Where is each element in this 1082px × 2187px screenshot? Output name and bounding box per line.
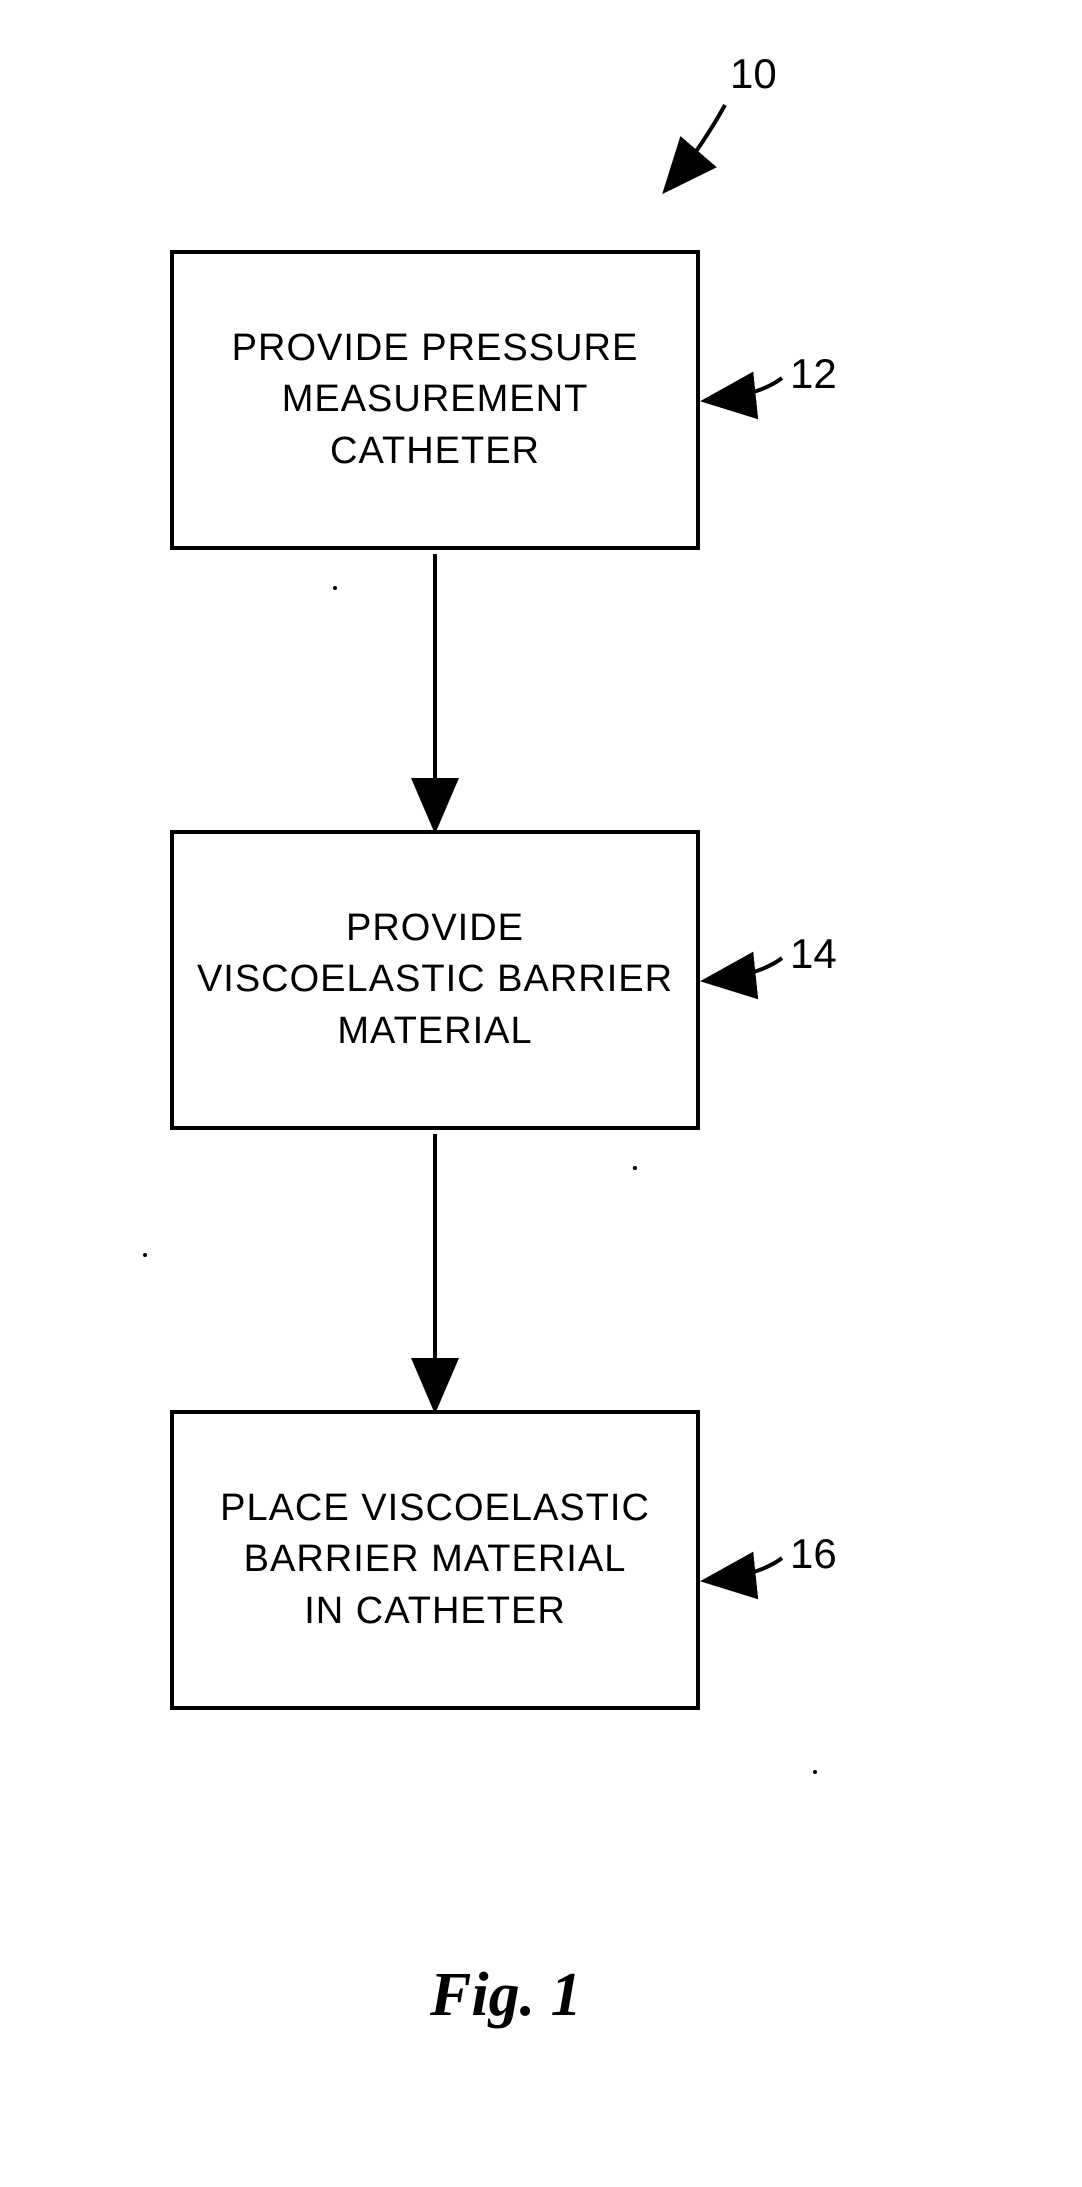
ref-14-text: 14: [790, 930, 837, 977]
speck-icon: [633, 1166, 637, 1170]
ref-label-12: 12: [790, 350, 837, 398]
flowchart-box-1: PROVIDE PRESSURE MEASUREMENT CATHETER: [170, 250, 700, 550]
box-text-3: PLACE VISCOELASTIC BARRIER MATERIAL IN C…: [220, 1483, 650, 1637]
speck-icon: [143, 1253, 147, 1257]
ref-pointer-14: [712, 958, 782, 980]
ref-10-text: 10: [730, 50, 777, 97]
box-text-1: PROVIDE PRESSURE MEASUREMENT CATHETER: [232, 323, 639, 477]
ref-label-16: 16: [790, 1530, 837, 1578]
ref-pointer-10: [670, 105, 725, 185]
figure-label: Fig. 1: [430, 1960, 582, 2031]
speck-icon: [813, 1770, 817, 1774]
flowchart-box-2: PROVIDE VISCOELASTIC BARRIER MATERIAL: [170, 830, 700, 1130]
speck-icon: [333, 586, 337, 590]
flowchart-container: PROVIDE PRESSURE MEASUREMENT CATHETER PR…: [0, 0, 1082, 2187]
ref-16-text: 16: [790, 1530, 837, 1577]
figure-label-text: Fig. 1: [430, 1961, 582, 2029]
ref-label-10: 10: [730, 50, 777, 98]
ref-pointer-12: [712, 378, 782, 400]
ref-12-text: 12: [790, 350, 837, 397]
box-text-2: PROVIDE VISCOELASTIC BARRIER MATERIAL: [197, 903, 673, 1057]
flowchart-box-3: PLACE VISCOELASTIC BARRIER MATERIAL IN C…: [170, 1410, 700, 1710]
ref-pointer-16: [712, 1558, 782, 1580]
ref-label-14: 14: [790, 930, 837, 978]
